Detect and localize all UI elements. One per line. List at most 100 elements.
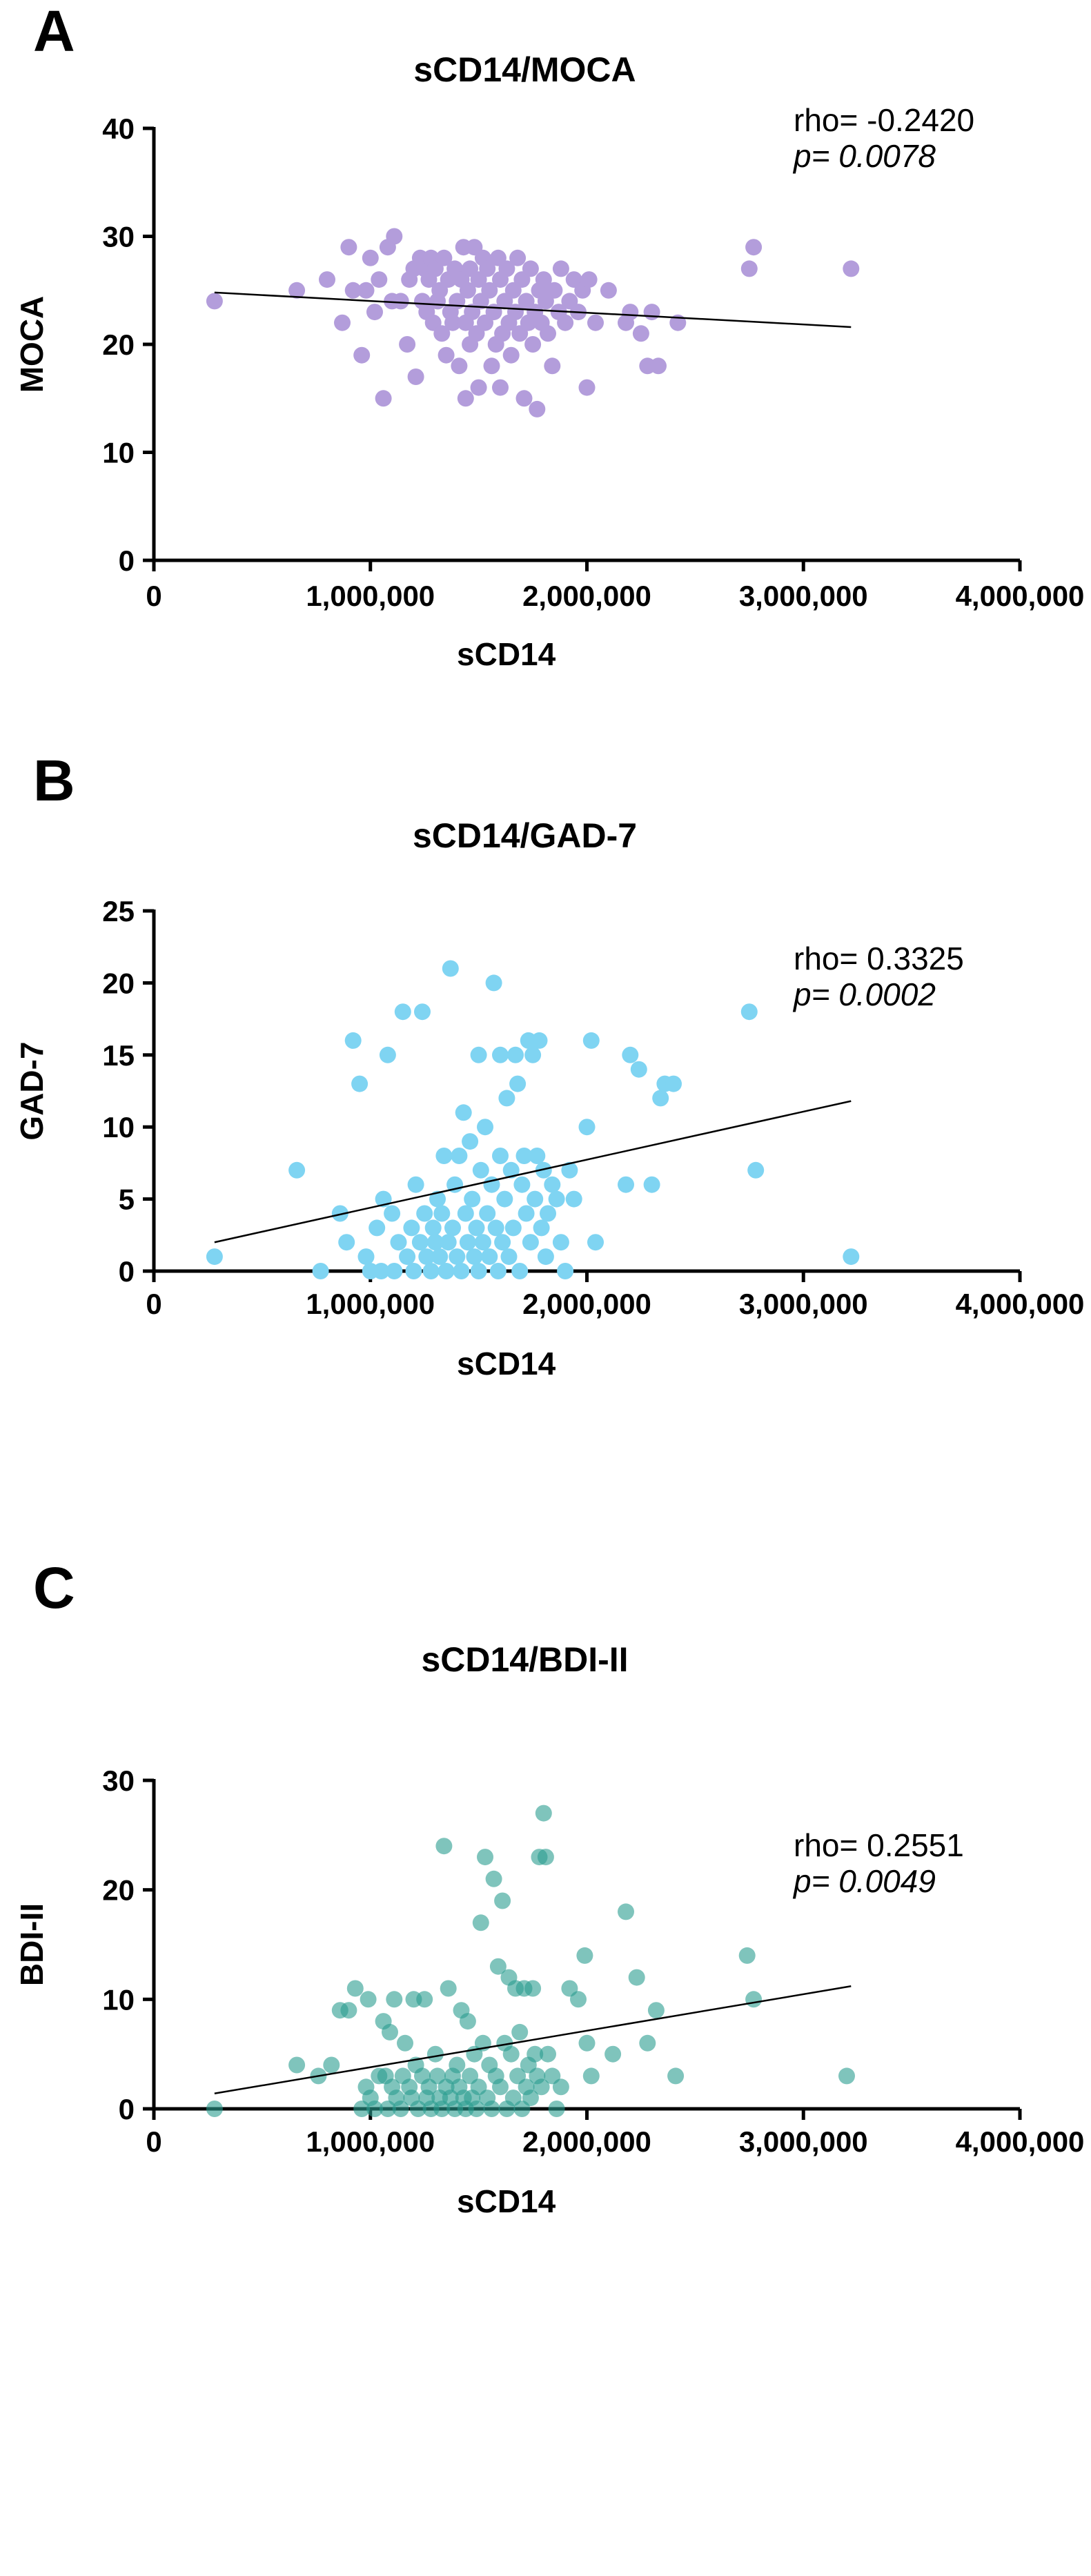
data-point	[487, 1219, 504, 1237]
data-point	[392, 2101, 409, 2117]
data-point	[605, 2045, 622, 2063]
data-point	[288, 1161, 306, 1179]
data-point	[424, 1219, 442, 1237]
data-point	[338, 1234, 355, 1251]
data-point	[502, 1161, 520, 1179]
data-point	[392, 293, 409, 310]
data-point	[527, 2045, 544, 2063]
data-point	[628, 1969, 645, 1986]
rho-annotation: rho= 0.3325	[794, 941, 964, 976]
data-point	[537, 1248, 554, 1266]
x-tick-label: 4,000,000	[956, 580, 1085, 612]
data-point	[368, 1219, 386, 1237]
data-point	[522, 2090, 539, 2107]
data-point	[474, 1234, 491, 1251]
data-point	[353, 346, 371, 364]
data-point	[288, 2056, 306, 2074]
regression-line	[214, 1100, 852, 1243]
data-point	[414, 1003, 431, 1021]
data-point	[496, 1190, 513, 1208]
data-point	[384, 1205, 401, 1222]
p-value-annotation: p= 0.0002	[792, 976, 936, 1012]
data-point	[838, 2067, 855, 2085]
data-point	[470, 1046, 487, 1063]
data-point	[403, 1219, 420, 1237]
data-point	[500, 1248, 518, 1266]
data-point	[492, 1148, 509, 1164]
data-point	[386, 1991, 403, 2008]
data-point	[472, 1161, 489, 1179]
data-point	[418, 1248, 435, 1266]
y-axis-label: BDI-II	[14, 1903, 50, 1986]
data-point	[618, 1176, 634, 1193]
x-tick-label: 2,000,000	[522, 1288, 651, 1320]
x-tick-label: 1,000,000	[306, 2125, 435, 2158]
data-point	[457, 390, 474, 407]
data-point	[440, 1234, 457, 1251]
data-point	[524, 1980, 542, 1997]
data-point	[522, 260, 539, 277]
data-point	[548, 1190, 565, 1208]
data-point	[479, 260, 496, 277]
data-point	[537, 1849, 554, 1866]
data-point	[455, 1104, 472, 1121]
data-point	[334, 314, 351, 331]
data-point	[843, 260, 860, 277]
data-point	[527, 1190, 544, 1208]
data-point	[422, 1263, 440, 1279]
data-point	[440, 1980, 457, 1997]
data-point	[492, 1046, 509, 1063]
data-point	[515, 390, 533, 407]
data-point	[552, 2078, 569, 2096]
data-point	[288, 282, 306, 299]
data-point	[535, 1805, 552, 1822]
data-point	[565, 1190, 582, 1208]
data-point	[206, 2101, 223, 2117]
data-point	[459, 282, 476, 299]
data-point	[373, 1263, 390, 1279]
data-point	[650, 357, 667, 375]
data-point	[747, 1161, 765, 1179]
data-point	[639, 2034, 656, 2052]
data-point	[466, 1248, 483, 1266]
data-point	[481, 1248, 498, 1266]
data-point	[582, 2067, 600, 2085]
data-point	[533, 1219, 550, 1237]
data-point	[435, 249, 453, 266]
data-point	[557, 1263, 574, 1279]
data-point	[515, 1148, 533, 1164]
data-point	[578, 2034, 596, 2052]
data-point	[449, 1248, 466, 1266]
data-point	[444, 1219, 461, 1237]
data-point	[513, 1176, 531, 1193]
data-point	[433, 325, 451, 342]
y-axis-label: GAD-7	[14, 1041, 50, 1140]
data-point	[492, 379, 509, 396]
data-point	[399, 1248, 416, 1266]
data-point	[652, 1090, 669, 1107]
data-point	[557, 314, 574, 331]
data-point	[518, 1205, 535, 1222]
x-axis-label: sCD14	[457, 636, 556, 672]
data-point	[206, 293, 223, 310]
data-point	[578, 1119, 596, 1136]
data-point	[379, 1046, 396, 1063]
data-point	[366, 304, 383, 321]
data-point	[489, 1263, 507, 1279]
data-point	[470, 379, 487, 396]
data-point	[494, 1234, 511, 1251]
data-point	[479, 1205, 496, 1222]
data-point	[582, 1032, 600, 1049]
data-point	[552, 260, 569, 277]
data-point	[459, 1234, 476, 1251]
data-point	[576, 1947, 593, 1964]
data-point	[416, 1991, 433, 2008]
data-point	[522, 1234, 539, 1251]
data-point	[360, 1991, 377, 2008]
data-point	[570, 1991, 587, 2008]
data-point	[340, 2002, 357, 2019]
x-tick-label: 4,000,000	[956, 1288, 1085, 1320]
regression-line	[214, 291, 852, 328]
data-point	[481, 282, 498, 299]
data-point	[535, 1161, 552, 1179]
